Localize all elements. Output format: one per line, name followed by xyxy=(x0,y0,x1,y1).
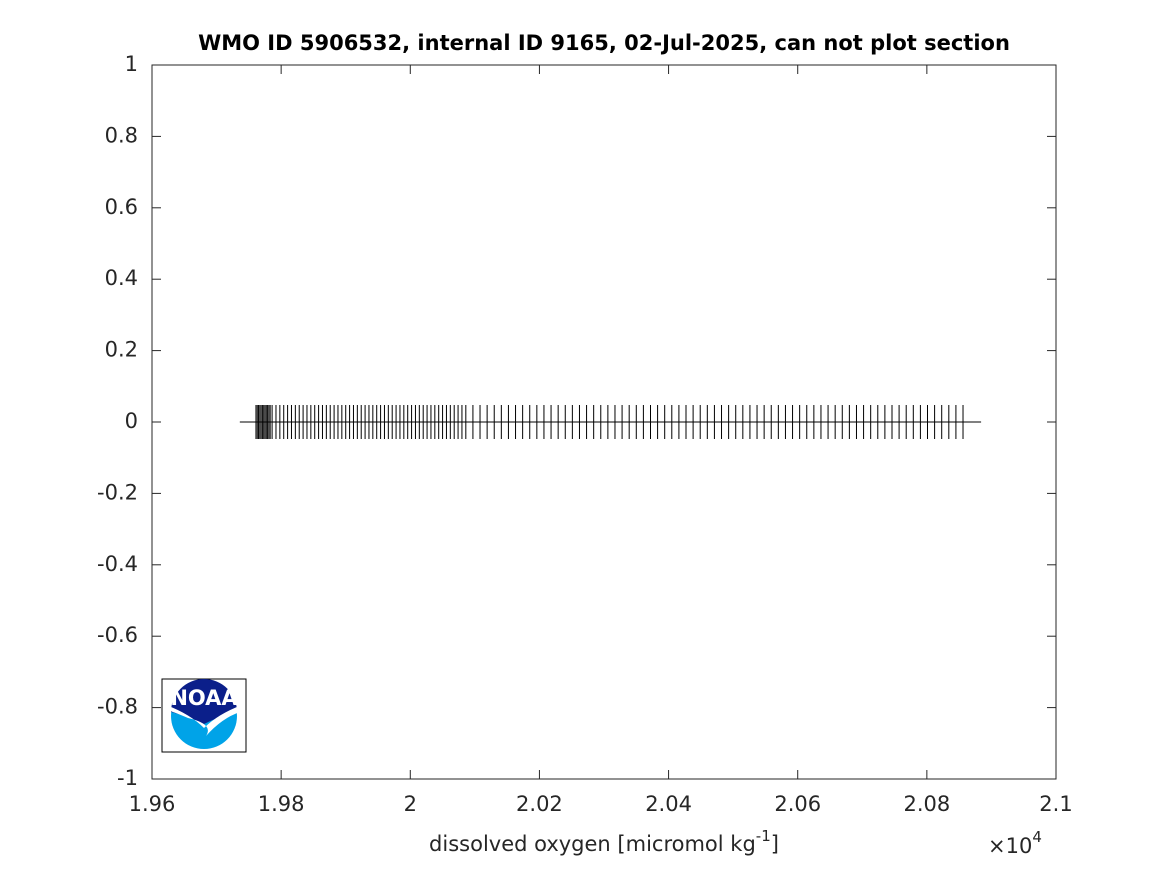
noaa-logo: NOAA xyxy=(161,678,247,753)
x-label-sup: -1 xyxy=(756,827,771,845)
x-label-main: dissolved oxygen [micromol kg xyxy=(429,832,756,856)
chart-title: WMO ID 5906532, internal ID 9165, 02-Jul… xyxy=(198,31,1010,55)
x-tick-label: 1.96 xyxy=(129,792,176,816)
y-tick-label: -0.2 xyxy=(97,480,138,504)
x-tick-label: 2 xyxy=(404,792,417,816)
y-tick-label: 0 xyxy=(125,409,138,433)
logo-swoosh xyxy=(166,705,242,736)
x-axis-label: dissolved oxygen [micromol kg-1] xyxy=(429,827,779,857)
logo-text: NOAA xyxy=(170,686,238,710)
y-tick-label: -1 xyxy=(117,766,138,790)
x-tick-label: 2.08 xyxy=(903,792,950,816)
x-tick-label: 2.02 xyxy=(516,792,563,816)
x-tick-label: 2.1 xyxy=(1039,792,1072,816)
x-label-end: ] xyxy=(771,832,779,856)
y-tick-label: 0.8 xyxy=(105,123,138,147)
x-multiplier: ×104 xyxy=(988,828,1042,859)
x-multiplier-base: ×10 xyxy=(988,834,1032,858)
y-tick-label: -0.8 xyxy=(97,695,138,719)
y-tick-label: -0.6 xyxy=(97,623,138,647)
y-tick-label: 0.2 xyxy=(105,338,138,362)
y-tick-label: 0.6 xyxy=(105,195,138,219)
x-tick-label: 2.04 xyxy=(645,792,692,816)
x-tick-label: 1.98 xyxy=(258,792,305,816)
y-tick-label: -0.4 xyxy=(97,552,138,576)
x-tick-label: 2.06 xyxy=(774,792,821,816)
y-tick-label: 1 xyxy=(125,52,138,76)
x-multiplier-exp: 4 xyxy=(1032,828,1042,846)
y-tick-label: 0.4 xyxy=(105,266,138,290)
logo-top xyxy=(171,679,237,724)
